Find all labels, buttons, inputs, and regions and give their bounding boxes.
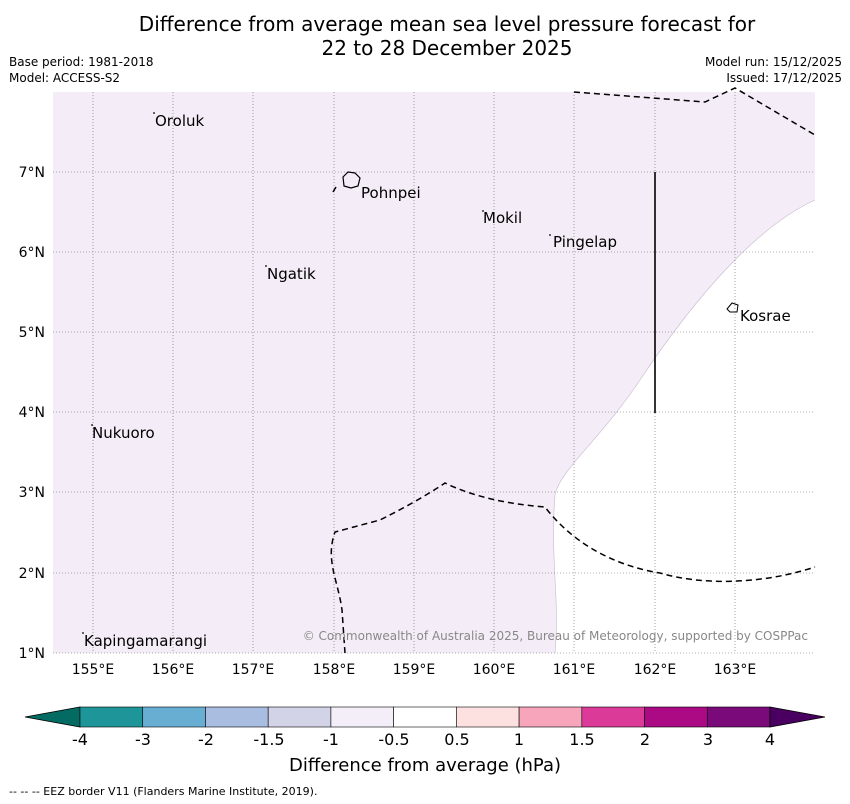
lon-label: 163°E <box>714 662 757 678</box>
model-name: Model: ACCESS-S2 <box>9 71 121 85</box>
lon-label: 158°E <box>313 662 356 678</box>
model-run: Model run: 15/12/2025 <box>704 55 842 69</box>
colorbar-segment <box>205 706 269 728</box>
title-line-2: 22 to 28 December 2025 <box>321 36 573 60</box>
place-label-mokil: Mokil <box>483 209 522 227</box>
lon-label: 159°E <box>393 662 436 678</box>
colorbar-segment <box>393 706 457 728</box>
atoll-markers <box>82 112 551 634</box>
colorbar-tick: 3 <box>702 730 714 749</box>
colorbar-tick: 1 <box>513 730 525 749</box>
colorbar-segment <box>330 706 394 728</box>
colorbar-tick: 1.5 <box>569 730 595 749</box>
lat-label: 6°N <box>19 245 45 261</box>
pohnpei-island-icon <box>342 171 361 189</box>
base-period: Base period: 1981-2018 <box>9 55 154 69</box>
lat-label: 4°N <box>19 405 45 421</box>
colorbar-tick: -3 <box>135 730 151 749</box>
copyright-notice: © Commonwealth of Australia 2025, Bureau… <box>303 629 808 643</box>
colorbar-segment <box>456 706 520 728</box>
place-label-kapingamarangi: Kapingamarangi <box>84 632 207 650</box>
lon-label: 162°E <box>634 662 677 678</box>
colorbar-tick: 2 <box>639 730 651 749</box>
lat-label: 3°N <box>19 485 45 501</box>
longitude-labels: 155°E 156°E 157°E 158°E 159°E 160°E 161°… <box>72 662 757 678</box>
colorbar-tick: -0.5 <box>378 730 410 749</box>
colorbar-tick: -1 <box>323 730 339 749</box>
place-label-oroluk: Oroluk <box>155 112 204 130</box>
eez-footnote: -- -- -- EEZ border V11 (Flanders Marine… <box>9 785 318 798</box>
colorbar-segment <box>706 706 771 728</box>
colorbar-segment <box>518 706 583 728</box>
lon-label: 156°E <box>152 662 195 678</box>
place-label-ngatik: Ngatik <box>267 265 316 283</box>
meta-left: Base period: 1981-2018 Model: ACCESS-S2 <box>9 54 154 86</box>
place-label-pohnpei: Pohnpei <box>361 184 421 202</box>
lon-label: 160°E <box>473 662 516 678</box>
colorbar-segment <box>267 706 332 728</box>
colorbar-tick: -1.5 <box>253 730 285 749</box>
colorbar-label: Difference from average (hPa) <box>288 755 562 776</box>
colorbar-segment <box>581 706 645 728</box>
lat-label: 5°N <box>19 325 45 341</box>
chart-title: Difference from average mean sea level p… <box>0 12 850 60</box>
colorbar-tick: 0.5 <box>444 730 470 749</box>
colorbar-ticks: -4 -3 -2 -1.5 -1 -0.5 0.5 1 1.5 2 3 4 <box>0 730 850 752</box>
negative-anomaly-shading <box>53 92 815 653</box>
place-label-kosrae: Kosrae <box>740 307 791 325</box>
latitude-labels: 7°N 6°N 5°N 4°N 3°N 2°N 1°N <box>19 165 45 662</box>
colorbar-segment <box>79 706 144 728</box>
lon-label: 157°E <box>232 662 275 678</box>
place-label-nukuoro: Nukuoro <box>92 424 155 442</box>
graticule <box>53 92 815 654</box>
eez-borders <box>330 87 816 654</box>
lat-label: 2°N <box>19 566 45 582</box>
lon-label: 161°E <box>553 662 596 678</box>
colorbar-tick: -2 <box>198 730 214 749</box>
lon-label: 155°E <box>72 662 115 678</box>
meta-right: Model run: 15/12/2025 Issued: 17/12/2025 <box>705 54 842 86</box>
colorbar-max-arrow <box>769 706 826 728</box>
issued-date: Issued: 17/12/2025 <box>726 71 842 85</box>
colorbar-tick: -4 <box>72 730 88 749</box>
colorbar-min-arrow <box>24 706 81 728</box>
lat-label: 1°N <box>19 646 45 662</box>
lat-label: 7°N <box>19 165 45 181</box>
colorbar <box>24 706 826 728</box>
kosrae-island-icon <box>726 302 739 313</box>
title-line-1: Difference from average mean sea level p… <box>138 12 756 36</box>
colorbar-segment <box>142 706 206 728</box>
colorbar-segment <box>644 706 708 728</box>
colorbar-tick: 4 <box>764 730 776 749</box>
place-label-pingelap: Pingelap <box>553 233 617 251</box>
